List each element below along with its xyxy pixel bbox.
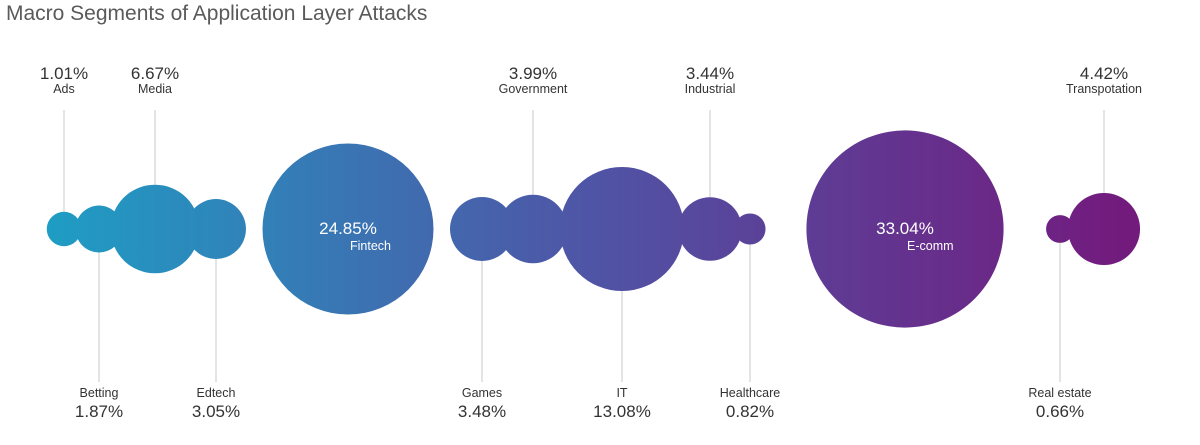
bubble-real-estate [1046,215,1074,243]
bubble-category-label: IT [616,386,627,400]
bubble-value-label: 6.67% [131,64,179,83]
bubble-betting [75,205,123,253]
bubble-category-label: Government [499,82,568,96]
bubble-category-label: Healthcare [720,386,780,400]
bubble-value-label: 3.99% [509,64,557,83]
bubble-category-label: Edtech [197,386,236,400]
bubble-group-e-comm: 33.04%E-comm [806,130,1004,328]
bubble-category-label: Real estate [1028,386,1091,400]
bubble-group-betting: 1.87% Betting [75,205,123,421]
bubble-value-label: 0.66% [1036,402,1084,421]
bubble-value-label: 3.44% [686,64,734,83]
bubble-ads [46,211,82,247]
bubble-group-games: 3.48% Games [450,197,514,421]
bubble-group-transpotation: 4.42%Transpotation [1066,64,1142,266]
bubble-category-label: Ads [53,82,75,96]
bubble-value-label: 3.48% [458,402,506,421]
bubble-transpotation [1067,192,1141,266]
bubble-value-label: 33.04% [876,219,934,238]
bubble-group-real-estate: 0.66% Real estate [1028,215,1092,421]
bubble-category-label: Games [462,386,502,400]
bubble-value-label: 13.08% [593,402,651,421]
bubble-value-label: 1.87% [75,402,123,421]
bubble-group-ads: 1.01%Ads [40,64,88,247]
bubble-category-label: Fintech [350,239,391,253]
bubble-group-fintech: 24.85%Fintech [262,143,434,315]
bubble-games [450,197,514,261]
bubble-value-label: 3.05% [192,402,240,421]
bubble-e-comm [806,130,1004,328]
bubble-it [559,166,685,292]
bubble-group-industrial: 3.44%Industrial [678,64,742,261]
bubble-group-healthcare: 0.82% Healthcare [720,213,780,421]
bubble-value-label: 0.82% [726,402,774,421]
bubble-category-label: Industrial [685,82,736,96]
bubble-value-label: 4.42% [1080,64,1128,83]
chart-title: Macro Segments of Application Layer Atta… [6,2,428,25]
bubble-value-label: 24.85% [319,219,377,238]
bubble-group-edtech: 3.05% Edtech [186,199,246,421]
bubble-category-label: Transpotation [1066,82,1142,96]
bubble-group-government: 3.99%Government [498,64,568,264]
bubble-category-label: E-comm [907,239,954,253]
bubble-group-media: 6.67%Media [110,64,200,274]
bubble-industrial [678,197,742,261]
bubble-value-label: 1.01% [40,64,88,83]
bubble-healthcare [734,213,766,245]
bubble-category-label: Betting [80,386,119,400]
bubble-government [498,194,568,264]
bubble-group-it: 13.08% IT [559,166,685,421]
bubble-category-label: Media [138,82,172,96]
bubble-edtech [186,199,246,259]
bubble-media [110,184,200,274]
bubble-fintech [262,143,434,315]
